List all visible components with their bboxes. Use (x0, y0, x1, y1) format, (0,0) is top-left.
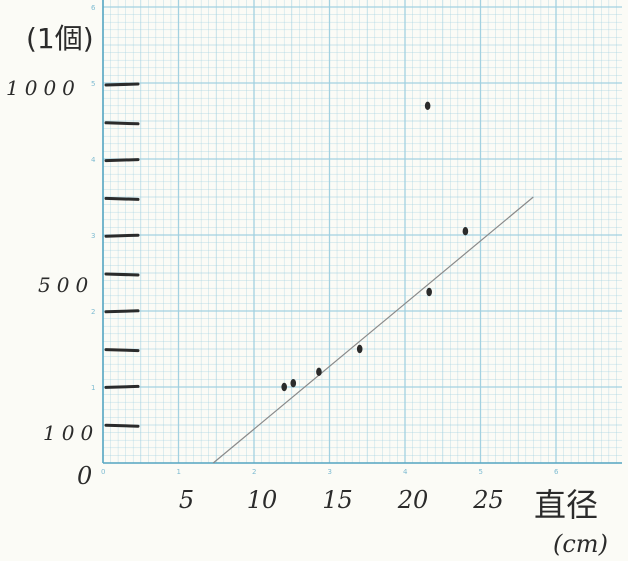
printed-x-label: 5 (479, 468, 483, 476)
axis-titles: (1個) 直径 (cm) (26, 22, 608, 558)
data-points (281, 101, 469, 392)
y-tick-mark (104, 384, 140, 389)
data-point (426, 287, 432, 297)
printed-y-label: 3 (91, 232, 95, 240)
grid-lines (102, 0, 622, 464)
data-point (316, 367, 322, 376)
x-tick-label: 25 (472, 486, 504, 514)
printed-y-label: 2 (91, 308, 95, 316)
x-axis-title: 直径 (534, 486, 598, 524)
printed-y-label: 1 (91, 384, 95, 392)
y-tick-mark (104, 158, 140, 163)
y-tick-mark (104, 309, 140, 314)
printed-x-label: 0 (101, 468, 105, 476)
x-tick-label: 5 (179, 486, 194, 514)
printed-x-label: 3 (328, 468, 332, 476)
x-tick-label: 15 (322, 486, 353, 514)
printed-y-label: 6 (91, 4, 96, 12)
trend-line (212, 196, 534, 464)
data-point (290, 379, 297, 388)
printed-y-label: 5 (91, 80, 95, 88)
printed-x-label: 2 (252, 468, 256, 476)
y-tick-label: 1000 (6, 76, 81, 100)
x-tick-label: 20 (397, 486, 429, 514)
x-axis-unit-label: (cm) (553, 530, 608, 558)
y-tick-mark (104, 121, 140, 126)
printed-y-label: 4 (91, 156, 96, 164)
trend-line-segment (212, 196, 534, 464)
data-point (424, 101, 431, 111)
y-tick-marks (104, 82, 140, 428)
y-tick-mark (104, 82, 140, 87)
data-point (281, 382, 288, 392)
printed-x-label: 6 (554, 468, 559, 476)
printed-grid-labels: 0 1 2 3 4 5 6 1 2 3 4 5 6 (91, 4, 559, 476)
y-tick-mark (104, 348, 140, 353)
y-tick-mark (104, 196, 140, 201)
axes (102, 0, 622, 464)
printed-x-label: 4 (403, 468, 408, 476)
y-tick-label: 100 (43, 421, 99, 445)
y-tick-mark (104, 423, 140, 428)
y-axis-unit-label: (1個) (26, 22, 94, 55)
y-tick-label: 0 (77, 462, 92, 490)
data-point (462, 227, 469, 236)
y-tick-label: 500 (38, 273, 94, 297)
y-tick-mark (104, 272, 140, 277)
y-tick-mark (104, 233, 140, 238)
data-point (356, 344, 363, 354)
x-tick-label: 10 (247, 486, 278, 514)
printed-x-label: 1 (177, 468, 181, 476)
